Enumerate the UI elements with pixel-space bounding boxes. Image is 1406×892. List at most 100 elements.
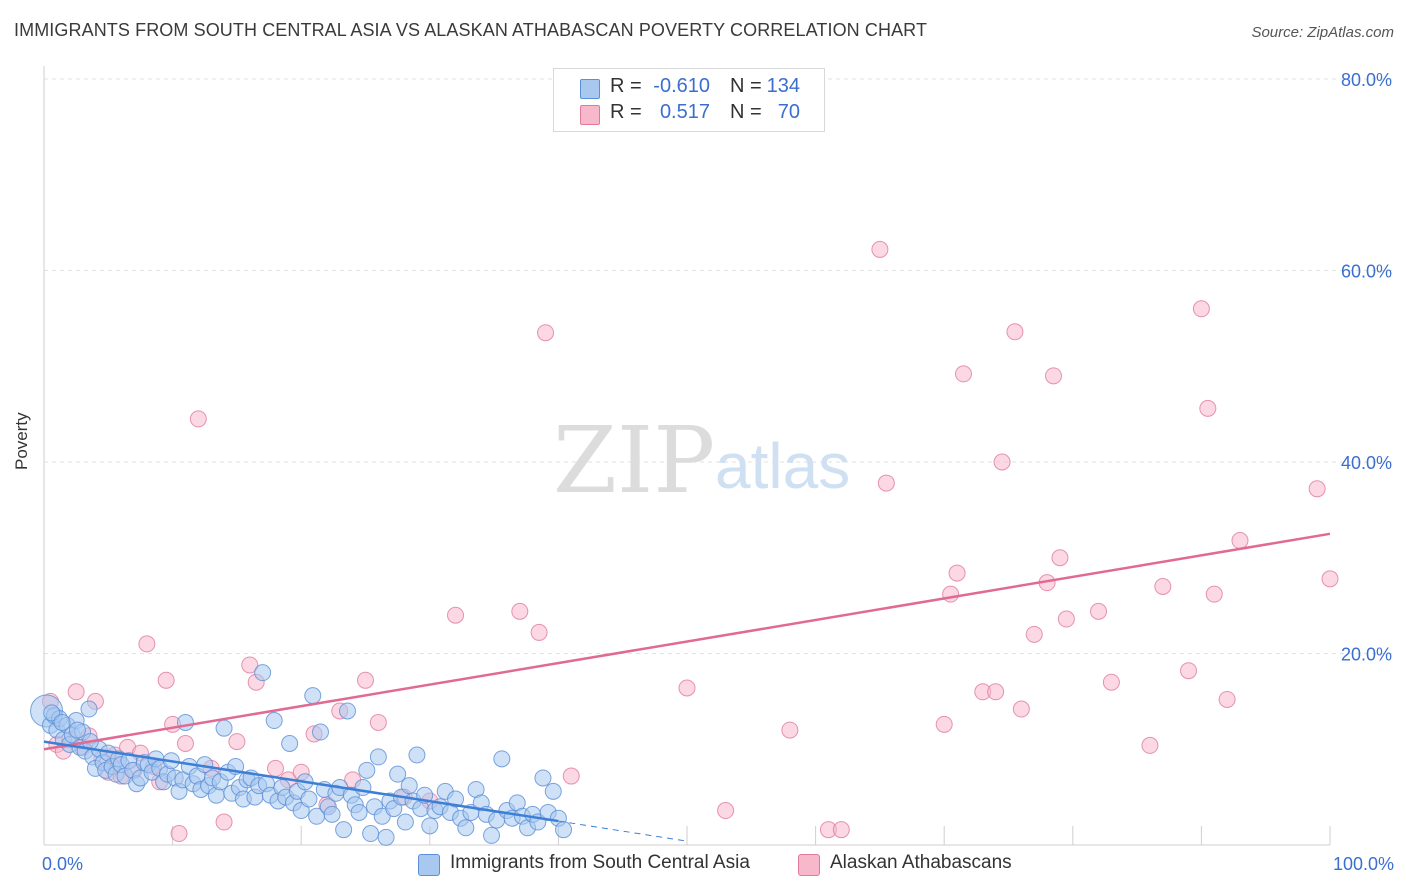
data-point-athabascan bbox=[954, 365, 972, 383]
trend-lines bbox=[43, 532, 1331, 842]
data-point-south-central-asia bbox=[338, 702, 356, 720]
data-point-athabascan bbox=[1180, 662, 1198, 680]
data-point-south-central-asia bbox=[457, 819, 475, 837]
data-point-athabascan bbox=[1199, 399, 1217, 417]
data-point-athabascan bbox=[530, 623, 548, 641]
data-point-south-central-asia bbox=[53, 713, 71, 731]
source-label: Source: ZipAtlas.com bbox=[1251, 24, 1394, 41]
data-point-south-central-asia bbox=[265, 712, 283, 730]
data-point-athabascan bbox=[1102, 673, 1120, 691]
legend-n-key: N = bbox=[730, 75, 762, 97]
trend-line-south-central-asia bbox=[43, 740, 559, 823]
data-point-athabascan bbox=[1308, 480, 1326, 498]
watermark: ZIP atlas bbox=[553, 407, 850, 514]
data-point-south-central-asia bbox=[421, 817, 439, 835]
data-point-south-central-asia bbox=[354, 779, 372, 797]
data-point-athabascan bbox=[1321, 570, 1339, 588]
data-point-south-central-asia bbox=[447, 790, 465, 808]
data-point-south-central-asia bbox=[350, 803, 368, 821]
data-point-athabascan bbox=[1231, 532, 1249, 550]
data-point-south-central-asia bbox=[400, 777, 418, 795]
legend-n-key: N = bbox=[730, 101, 762, 123]
data-point-south-central-asia bbox=[534, 769, 552, 787]
data-point-athabascan bbox=[987, 683, 1005, 701]
data-point-athabascan bbox=[266, 759, 284, 777]
data-point-south-central-asia bbox=[300, 790, 318, 808]
data-point-athabascan bbox=[993, 453, 1011, 471]
data-point-south-central-asia bbox=[544, 782, 562, 800]
data-point-athabascan bbox=[1218, 690, 1236, 708]
data-point-athabascan bbox=[1205, 585, 1223, 603]
legend-n-value: 134 bbox=[766, 75, 800, 97]
data-point-athabascan bbox=[832, 821, 850, 839]
chart-title: IMMIGRANTS FROM SOUTH CENTRAL ASIA VS AL… bbox=[14, 20, 928, 40]
data-point-athabascan bbox=[1051, 549, 1069, 567]
data-point-south-central-asia bbox=[555, 821, 573, 839]
trend-line-athabascan bbox=[43, 532, 1331, 751]
data-point-south-central-asia bbox=[80, 700, 98, 718]
data-point-athabascan bbox=[176, 735, 194, 753]
legend-r-key: R = bbox=[610, 101, 642, 123]
data-point-south-central-asia bbox=[493, 750, 511, 768]
legend-swatch-blue bbox=[580, 79, 600, 99]
data-point-athabascan bbox=[1090, 602, 1108, 620]
data-point-south-central-asia bbox=[176, 713, 194, 731]
tick-labels: 20.0% 40.0% 60.0% 80.0% 0.0% 100.0% bbox=[42, 70, 1394, 874]
legend-swatch-pink bbox=[798, 854, 820, 876]
data-point-south-central-asia bbox=[396, 813, 414, 831]
data-point-athabascan bbox=[1025, 625, 1043, 643]
data-point-athabascan bbox=[942, 585, 960, 603]
data-point-south-central-asia bbox=[369, 748, 387, 766]
data-point-athabascan bbox=[1141, 736, 1159, 754]
data-point-athabascan bbox=[511, 602, 529, 620]
data-point-athabascan bbox=[1154, 577, 1172, 595]
data-point-athabascan bbox=[1057, 610, 1075, 628]
data-point-south-central-asia bbox=[68, 721, 86, 739]
data-point-south-central-asia bbox=[408, 746, 426, 764]
data-point-south-central-asia bbox=[311, 723, 329, 741]
data-point-athabascan bbox=[1006, 323, 1024, 341]
data-point-south-central-asia bbox=[358, 761, 376, 779]
legend-n-value: 70 bbox=[777, 101, 800, 123]
data-point-athabascan bbox=[1192, 300, 1210, 318]
data-point-athabascan bbox=[717, 802, 735, 820]
data-point-south-central-asia bbox=[377, 828, 395, 846]
x-tick-label: 100.0% bbox=[1333, 854, 1394, 874]
legend-swatch-pink bbox=[580, 105, 600, 125]
legend-label: Alaskan Athabascans bbox=[830, 852, 1012, 873]
data-point-athabascan bbox=[157, 671, 175, 689]
data-point-athabascan bbox=[357, 671, 374, 689]
data-point-south-central-asia bbox=[304, 687, 322, 705]
series-alaskan-athabascans bbox=[41, 240, 1339, 843]
y-tick-label: 40.0% bbox=[1341, 453, 1392, 473]
data-point-athabascan bbox=[781, 721, 799, 739]
data-point-athabascan bbox=[138, 635, 156, 653]
data-point-athabascan bbox=[537, 324, 555, 342]
data-point-athabascan bbox=[948, 564, 966, 582]
x-tick-label: 0.0% bbox=[42, 854, 83, 874]
data-point-south-central-asia bbox=[254, 664, 272, 682]
data-point-athabascan bbox=[1012, 700, 1030, 718]
data-point-athabascan bbox=[678, 679, 696, 697]
data-point-athabascan bbox=[215, 813, 233, 831]
y-axis-label: Poverty bbox=[12, 412, 31, 470]
data-point-south-central-asia bbox=[335, 821, 353, 839]
data-point-athabascan bbox=[189, 410, 207, 428]
y-tick-label: 60.0% bbox=[1341, 262, 1392, 282]
data-point-south-central-asia bbox=[483, 826, 501, 844]
data-point-athabascan bbox=[241, 656, 259, 674]
legend-r-value: 0.517 bbox=[659, 101, 710, 123]
y-tick-label: 20.0% bbox=[1341, 645, 1392, 665]
data-point-athabascan bbox=[562, 767, 580, 785]
watermark-atlas: atlas bbox=[715, 430, 850, 502]
series-south-central-asia bbox=[30, 664, 573, 846]
legend-swatch-blue bbox=[418, 854, 440, 876]
data-point-athabascan bbox=[228, 733, 246, 751]
data-point-athabascan bbox=[1045, 367, 1063, 385]
watermark-zip: ZIP bbox=[553, 407, 715, 514]
data-point-south-central-asia bbox=[362, 825, 380, 843]
legend-label: Immigrants from South Central Asia bbox=[450, 852, 750, 873]
data-point-athabascan bbox=[447, 606, 465, 624]
grid-lines bbox=[44, 78, 1392, 654]
